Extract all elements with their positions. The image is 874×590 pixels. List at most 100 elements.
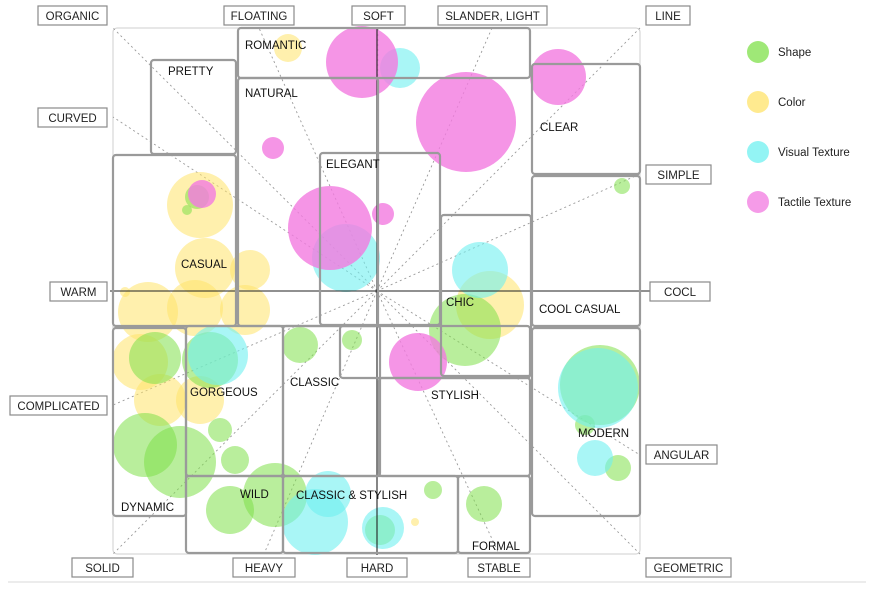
ray-line <box>376 290 641 456</box>
region-box-clear <box>530 62 642 176</box>
shape-bubble <box>129 332 181 384</box>
legend-label-color: Color <box>778 97 806 109</box>
region-box-romantic <box>236 26 532 80</box>
axis-box-hard <box>346 557 408 578</box>
axis-label-line: LINE <box>655 11 681 23</box>
axis-label-hard: HARD <box>361 563 394 575</box>
axis-box-soft <box>351 5 406 26</box>
region-boxes <box>111 26 642 555</box>
shape-bubble <box>221 446 249 474</box>
region-label-pretty: PRETTY <box>168 66 214 78</box>
shape-bubble <box>182 205 192 215</box>
legend-swatch-shape <box>747 41 769 63</box>
legend-label-shape: Shape <box>778 47 811 59</box>
legend-swatch-color <box>747 91 769 113</box>
region-label-romantic: ROMANTIC <box>245 40 306 52</box>
color-bubble <box>167 280 223 336</box>
shape-bubble <box>342 330 362 350</box>
tactile-texture-bubble <box>288 186 372 270</box>
ray-line <box>376 27 641 292</box>
legend: Shape Color Visual Texture Tactile Textu… <box>747 41 851 213</box>
axis-box-organic <box>37 5 108 26</box>
region-label-cool-casual: COOL CASUAL <box>539 304 621 316</box>
axis-label-cool: COCL <box>664 287 697 299</box>
shape-bubble <box>282 327 318 363</box>
axis-box-stable <box>467 557 531 578</box>
region-label-stylish: STYLISH <box>431 390 479 402</box>
region-label-natural: NATURAL <box>245 88 298 100</box>
shape-bubble <box>208 418 232 442</box>
region-label-clear: CLEAR <box>540 122 578 134</box>
axis-label-angular: ANGULAR <box>654 450 710 462</box>
tactile-texture-bubble <box>416 72 516 172</box>
axis-label-heavy: HEAVY <box>245 563 283 575</box>
visual-texture-bubble <box>452 242 508 298</box>
region-label-classic: CLASSIC <box>290 377 339 389</box>
region-label-chic: CHIC <box>446 297 474 309</box>
legend-swatch-visual-texture <box>747 141 769 163</box>
shape-bubble <box>429 294 501 366</box>
region-label-elegant: ELEGANT <box>326 159 380 171</box>
axis-box-warm <box>49 281 108 302</box>
axis-box-solid <box>71 557 134 578</box>
axis-label-simple: SIMPLE <box>657 170 700 182</box>
color-bubble <box>411 518 419 526</box>
region-label-classic-stylish: CLASSIC & STYLISH <box>296 490 407 502</box>
visual-texture-bubble <box>305 471 351 517</box>
axis-labels: ORGANIC FLOATING SOFT SLANDER, LIGHT LIN… <box>9 5 732 578</box>
region-box-dynamic <box>111 326 188 518</box>
axis-box-curved <box>37 107 108 128</box>
region-label-formal: FORMAL <box>472 541 521 553</box>
axis-label-soft: SOFT <box>363 11 394 23</box>
bubble-layer <box>112 26 640 555</box>
axis-box-complicated <box>9 395 108 416</box>
ray-line <box>112 27 378 292</box>
ray-line <box>112 290 378 555</box>
region-label-casual: CASUAL <box>181 259 228 271</box>
legend-label-tactile-texture: Tactile Texture <box>778 197 851 209</box>
region-label-wild: WILD <box>240 489 269 501</box>
shape-bubble <box>614 178 630 194</box>
axis-label-warm: WARM <box>61 287 97 299</box>
axis-label-floating: FLOATING <box>231 11 288 23</box>
region-label-gorgeous: GORGEOUS <box>190 387 258 399</box>
axis-box-slander-light <box>437 5 548 26</box>
ray-line <box>376 173 641 292</box>
region-label-modern: MODERN <box>578 428 629 440</box>
axis-label-curved: CURVED <box>48 113 96 125</box>
axis-box-angular <box>645 444 718 465</box>
visual-texture-bubble <box>188 325 248 385</box>
region-labels: ROMANTIC PRETTY NATURAL CLEAR ELEGANT CA… <box>121 40 629 553</box>
color-bubble <box>230 250 270 290</box>
ray-line <box>258 27 378 292</box>
tactile-texture-bubble <box>262 137 284 159</box>
region-box-casual <box>111 153 238 328</box>
axis-label-solid: SOLID <box>85 563 120 575</box>
axis-box-heavy <box>232 557 296 578</box>
color-bubble <box>176 376 224 424</box>
legend-label-visual-texture: Visual Texture <box>778 147 850 159</box>
axis-label-organic: ORGANIC <box>46 11 100 23</box>
legend-swatch-tactile-texture <box>747 191 769 213</box>
tactile-texture-bubble <box>389 333 447 391</box>
axis-label-stable: STABLE <box>477 563 521 575</box>
region-box-modern <box>530 326 642 518</box>
axis-label-complicated: COMPLICATED <box>17 401 99 413</box>
axis-label-geometric: GEOMETRIC <box>654 563 724 575</box>
color-bubble <box>274 34 302 62</box>
shape-bubble <box>206 486 254 534</box>
tactile-texture-bubble <box>530 49 586 105</box>
visual-texture-bubble <box>577 440 613 476</box>
axis-box-geometric <box>645 557 732 578</box>
region-box-formal <box>456 474 532 555</box>
shape-bubble <box>424 481 442 499</box>
color-bubble <box>134 374 186 426</box>
tactile-texture-bubble <box>188 180 216 208</box>
visual-texture-bubble <box>362 507 404 549</box>
color-bubble <box>220 285 270 335</box>
region-label-dynamic: DYNAMIC <box>121 502 174 514</box>
axis-box-cool <box>649 281 711 302</box>
axis-label-slander-light: SLANDER, LIGHT <box>445 11 540 23</box>
shape-bubble <box>466 486 502 522</box>
visual-texture-bubble <box>558 348 638 428</box>
